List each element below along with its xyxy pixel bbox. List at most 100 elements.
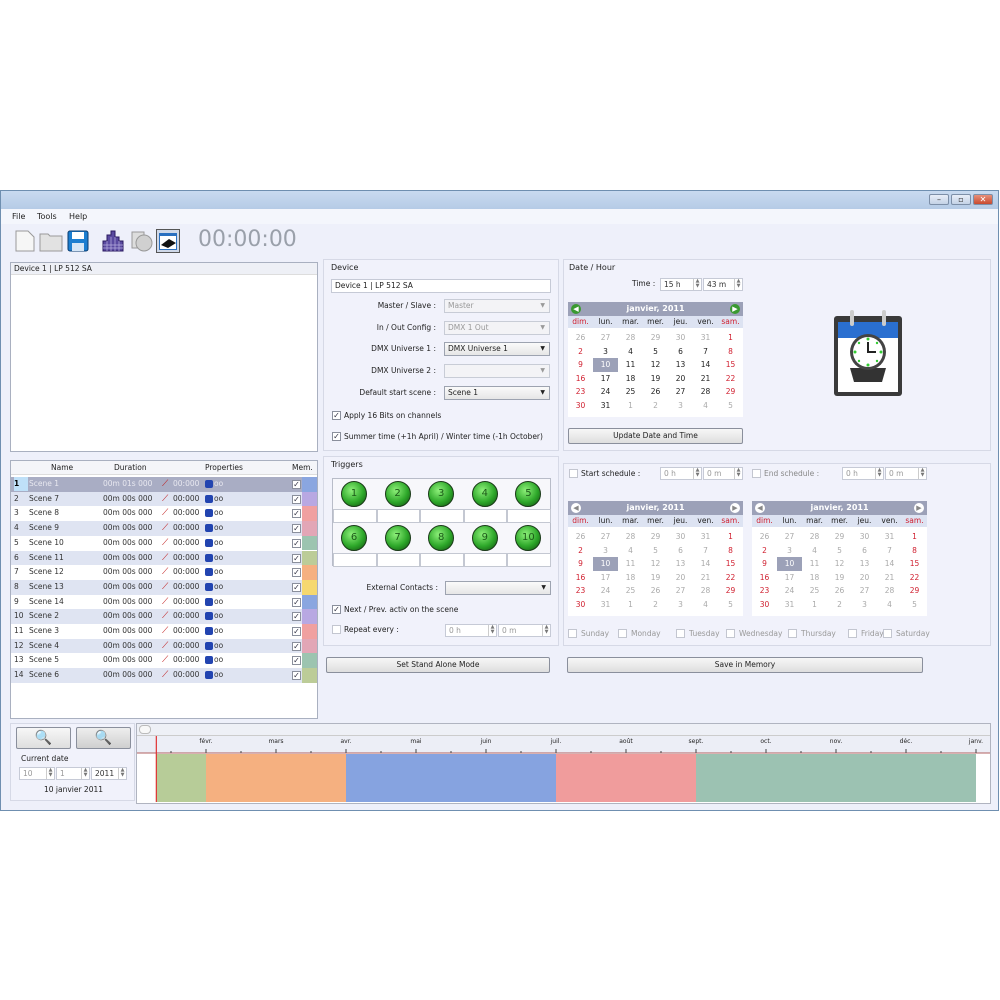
trigger-button-2[interactable]: 2: [384, 481, 411, 507]
day-cell[interactable]: 17: [600, 373, 611, 383]
day-cell[interactable]: 4: [887, 599, 892, 609]
spin-arrows-icon[interactable]: ▲ ▼: [118, 768, 126, 779]
minute-spinner[interactable]: 43 m ▲ ▼: [703, 278, 743, 291]
fade-time[interactable]: 00:000: [173, 655, 200, 665]
day-cell[interactable]: 29: [834, 532, 845, 541]
table-row[interactable]: 8 Scene 13 00m 00s 000 ⟋ 00:000 oo ✓: [11, 579, 317, 595]
day-cell[interactable]: 10: [777, 557, 802, 571]
day-cell[interactable]: 4: [628, 346, 633, 356]
month-spinner[interactable]: 1 ▲ ▼: [56, 767, 90, 780]
scene-name[interactable]: Scene 5: [29, 655, 60, 665]
fade-time[interactable]: 00:000: [173, 640, 200, 650]
spin-arrows-icon[interactable]: ▲ ▼: [542, 625, 550, 636]
scene-name[interactable]: Scene 12: [29, 567, 64, 577]
day-cell[interactable]: 27: [600, 532, 611, 541]
next-month-icon[interactable]: ▶: [914, 503, 924, 513]
scene-duration[interactable]: 00m 00s 000: [103, 611, 153, 621]
save-in-memory-button[interactable]: Save in Memory: [567, 657, 923, 673]
day-cell[interactable]: 4: [703, 400, 708, 410]
col-properties[interactable]: Properties: [205, 463, 243, 472]
day-cell[interactable]: 19: [834, 572, 845, 582]
day-cell[interactable]: 7: [887, 545, 892, 555]
fade-time[interactable]: 00:000: [173, 537, 200, 547]
repeat-every-checkbox[interactable]: [332, 625, 341, 634]
calendar-year[interactable]: 2011: [662, 503, 685, 512]
day-cell[interactable]: 11: [625, 360, 636, 369]
mem-checkbox[interactable]: ✓: [292, 641, 301, 651]
day-cell[interactable]: 23: [759, 586, 770, 595]
day-cell[interactable]: 13: [675, 360, 686, 369]
day-cell[interactable]: 27: [675, 387, 686, 396]
day-cell[interactable]: 10: [593, 557, 618, 571]
day-cell[interactable]: 28: [625, 333, 636, 342]
day-checkbox-sunday[interactable]: [568, 629, 577, 638]
day-cell[interactable]: 9: [762, 559, 767, 568]
day-cell[interactable]: 1: [628, 400, 633, 410]
day-cell[interactable]: 28: [625, 532, 636, 541]
scene-name[interactable]: Scene 7: [29, 493, 60, 503]
day-cell[interactable]: 16: [759, 572, 770, 582]
trigger-label-cell[interactable]: [333, 553, 377, 567]
scene-name[interactable]: Scene 2: [29, 611, 60, 621]
day-cell[interactable]: 11: [809, 559, 820, 568]
mem-checkbox[interactable]: ✓: [292, 553, 301, 563]
next-month-icon[interactable]: ▶: [730, 503, 740, 513]
day-cell[interactable]: 26: [575, 532, 586, 541]
grid-icon[interactable]: [101, 229, 125, 253]
day-cell[interactable]: 21: [884, 572, 895, 582]
day-cell[interactable]: 27: [675, 586, 686, 595]
scene-duration[interactable]: 00m 00s 000: [103, 670, 153, 680]
scene-duration[interactable]: 00m 00s 000: [103, 655, 153, 665]
day-cell[interactable]: 5: [728, 400, 733, 410]
start-schedule-calendar[interactable]: ◀ janvier, 2011 ▶ dim. lun. mar. mer. jeu. ven. s…: [568, 501, 743, 616]
table-row[interactable]: 14 Scene 6 00m 00s 000 ⟋ 00:000 oo ✓: [11, 668, 317, 683]
scene-name[interactable]: Scene 10: [29, 537, 64, 547]
universe1-select[interactable]: DMX Universe 1 ▼: [444, 342, 550, 356]
loop-count[interactable]: oo: [214, 581, 224, 591]
menu-help[interactable]: Help: [69, 212, 88, 221]
day-cell[interactable]: 19: [650, 572, 661, 582]
day-cell[interactable]: 1: [812, 599, 817, 609]
trigger-label-cell[interactable]: [507, 553, 551, 567]
timeline-segment-4[interactable]: [696, 754, 976, 802]
loop-count[interactable]: oo: [214, 479, 224, 488]
scene-duration[interactable]: 00m 00s 000: [103, 508, 153, 518]
table-row[interactable]: 5 Scene 10 00m 00s 000 ⟋ 00:000 oo ✓: [11, 535, 317, 551]
mem-checkbox[interactable]: ✓: [292, 494, 301, 504]
repeat-hours-spinner[interactable]: 0 h ▲ ▼: [445, 624, 497, 637]
day-cell[interactable]: 3: [678, 400, 683, 410]
mem-checkbox[interactable]: ✓: [292, 568, 301, 578]
next-prev-checkbox[interactable]: ✓: [332, 605, 341, 614]
day-cell[interactable]: 26: [834, 586, 845, 595]
scene-duration[interactable]: 00m 00s 000: [103, 596, 153, 606]
scene-name[interactable]: Scene 6: [29, 670, 60, 680]
day-cell[interactable]: 15: [909, 559, 920, 568]
spin-arrows-icon[interactable]: ▲ ▼: [488, 625, 496, 636]
device-list[interactable]: Device 1 | LP 512 SA: [10, 262, 318, 452]
day-cell[interactable]: 7: [703, 346, 708, 356]
timeline-segment-1[interactable]: [206, 754, 346, 802]
day-cell[interactable]: 3: [678, 599, 683, 609]
day-cell[interactable]: 22: [909, 572, 920, 582]
calendar-year[interactable]: 2011: [846, 503, 869, 512]
scene-name[interactable]: Scene 14: [29, 596, 64, 606]
day-cell[interactable]: 5: [837, 545, 842, 555]
scene-name[interactable]: Scene 8: [29, 508, 60, 518]
close-button[interactable]: ✕: [973, 194, 993, 205]
day-cell[interactable]: 3: [862, 599, 867, 609]
master-slave-select[interactable]: Master ▼: [444, 299, 550, 313]
spin-arrows-icon[interactable]: ▲ ▼: [918, 468, 926, 479]
day-cell[interactable]: 5: [653, 545, 658, 555]
day-cell[interactable]: 30: [575, 599, 586, 609]
spin-arrows-icon[interactable]: ▲ ▼: [734, 468, 742, 479]
day-cell[interactable]: 16: [575, 572, 586, 582]
day-cell[interactable]: 30: [575, 400, 586, 410]
spin-arrows-icon[interactable]: ▲ ▼: [734, 279, 742, 290]
day-checkbox-monday[interactable]: [618, 629, 627, 638]
day-cell[interactable]: 5: [653, 346, 658, 356]
day-cell[interactable]: 31: [784, 599, 795, 609]
day-cell[interactable]: 26: [650, 387, 661, 396]
start-hour-spinner[interactable]: 0 h ▲ ▼: [660, 467, 702, 480]
day-cell[interactable]: 15: [725, 559, 736, 568]
day-cell[interactable]: 26: [650, 586, 661, 595]
